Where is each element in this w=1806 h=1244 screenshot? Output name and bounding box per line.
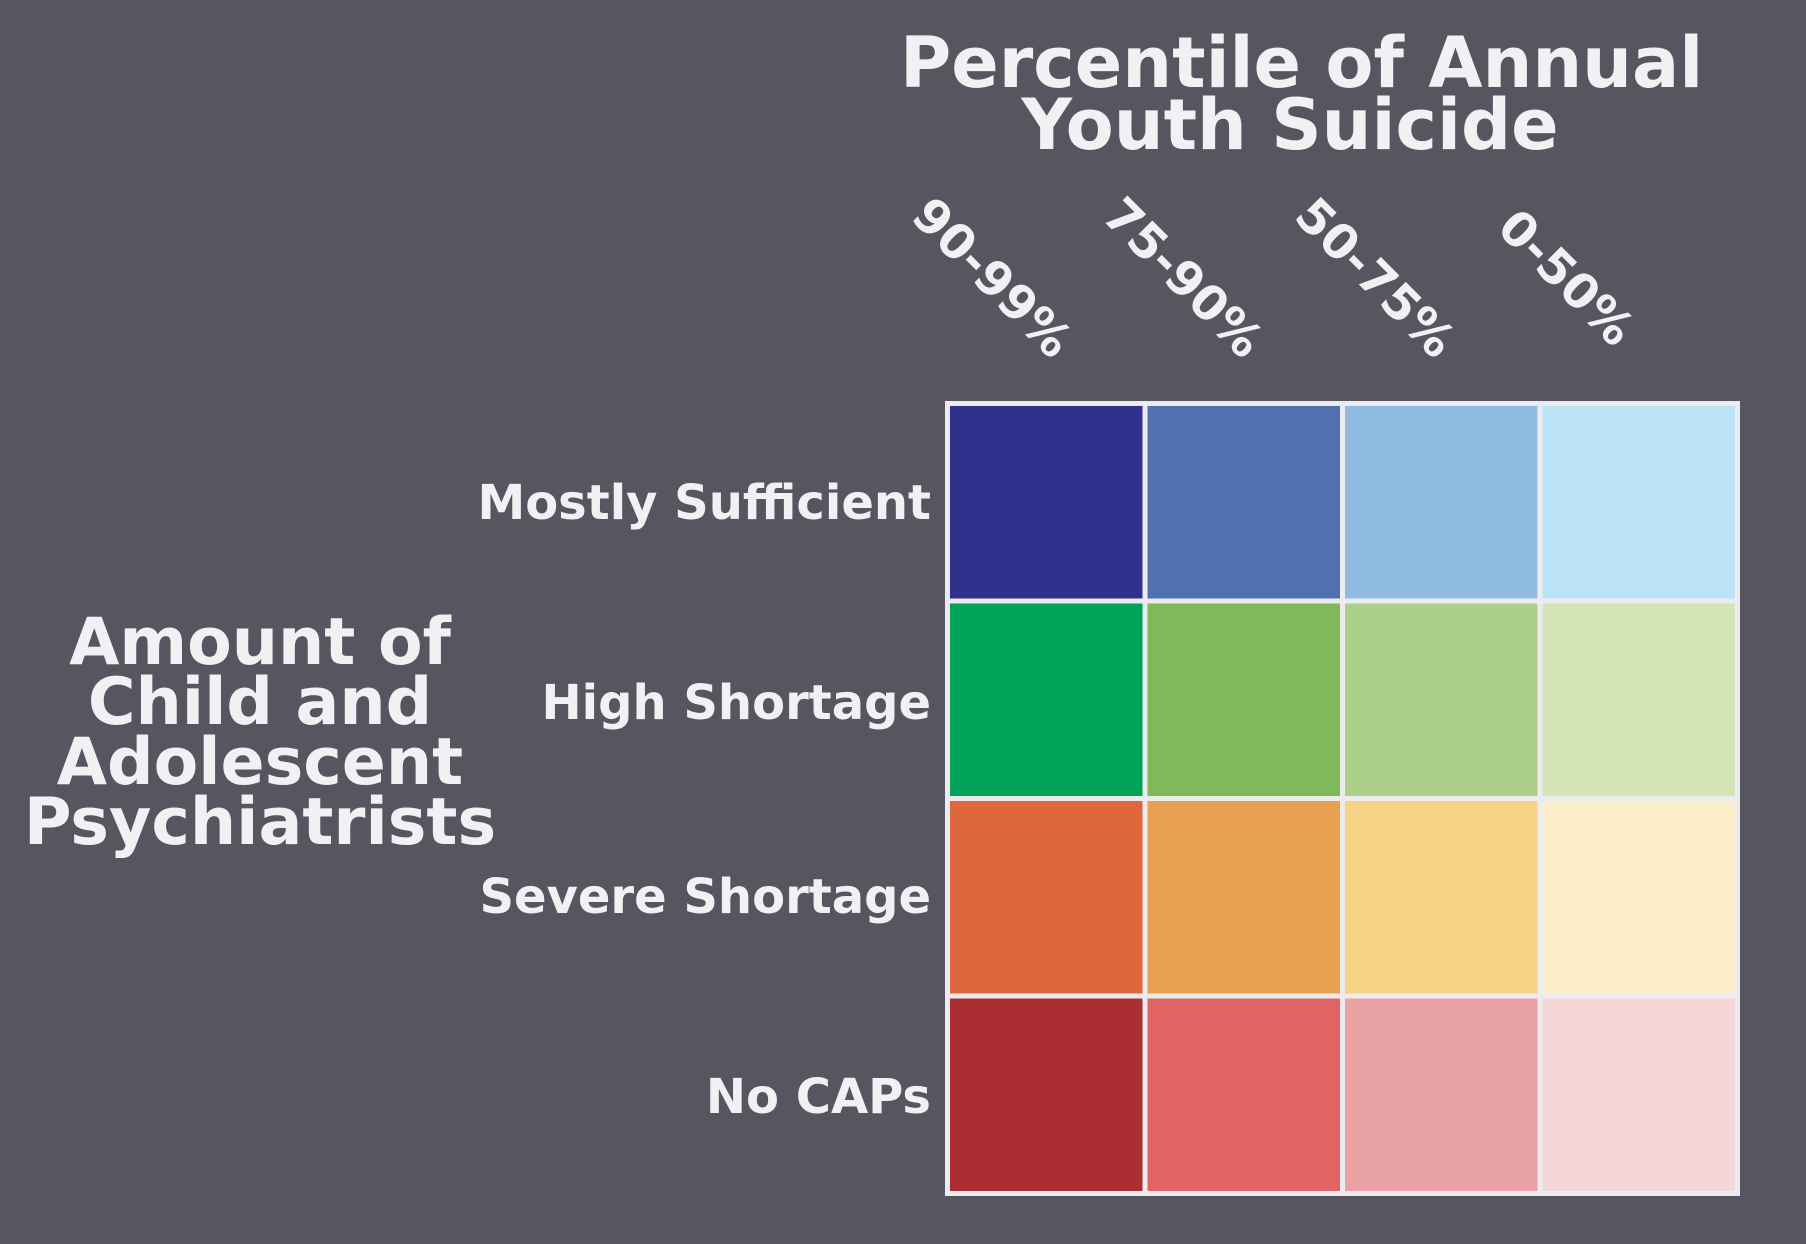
heatmap-cell-r1-c2 <box>1147 406 1340 599</box>
heatmap-cell-r2-c4 <box>1542 603 1735 796</box>
chart-title-line-2: Youth Suicide <box>1021 84 1559 166</box>
heatmap-svg <box>950 406 1735 1191</box>
heatmap-cell-r2-c1 <box>950 603 1143 796</box>
heatmap-cell-r4-c3 <box>1345 998 1538 1191</box>
column-label-90-99: 90-99% <box>900 186 1084 370</box>
heatmap-cell-r4-c1 <box>950 998 1143 1191</box>
heatmap-cell-r1-c4 <box>1542 406 1735 599</box>
chart-title: Percentile of Annual Youth Suicide <box>900 22 1704 166</box>
row-label-no-caps: No CAPs <box>705 1069 931 1125</box>
chart-title-line-1: Percentile of Annual <box>900 22 1704 104</box>
heatmap-cell-r3-c1 <box>950 801 1143 994</box>
y-axis-title: Amount of Child and Adolescent Psychiatr… <box>20 605 500 860</box>
heatmap-cell-r2-c2 <box>1147 603 1340 796</box>
column-label-75-90: 75-90% <box>1091 186 1275 370</box>
row-label-high-shortage: High Shortage <box>541 675 931 731</box>
column-label-0-50: 0-50% <box>1486 198 1646 358</box>
heatmap-cell-r2-c3 <box>1345 603 1538 796</box>
row-label-mostly-sufficient: Mostly Sufficient <box>477 475 931 531</box>
heatmap-cell-r4-c4 <box>1542 998 1735 1191</box>
row-label-severe-shortage: Severe Shortage <box>479 869 931 925</box>
heatmap-cell-r4-c2 <box>1147 998 1340 1191</box>
heatmap-cell-r1-c1 <box>950 406 1143 599</box>
y-axis-title-line-3: Adolescent <box>56 725 464 800</box>
heatmap-grid <box>945 401 1740 1196</box>
y-axis-title-line-2: Child and <box>87 665 433 740</box>
heatmap-cell-r3-c4 <box>1542 801 1735 994</box>
heatmap-cell-r3-c3 <box>1345 801 1538 994</box>
heatmap-cell-r1-c3 <box>1345 406 1538 599</box>
y-axis-title-line-1: Amount of <box>69 605 451 680</box>
heatmap-cell-r3-c2 <box>1147 801 1340 994</box>
y-axis-title-line-4: Psychiatrists <box>23 785 497 860</box>
column-label-50-75: 50-75% <box>1283 186 1467 370</box>
